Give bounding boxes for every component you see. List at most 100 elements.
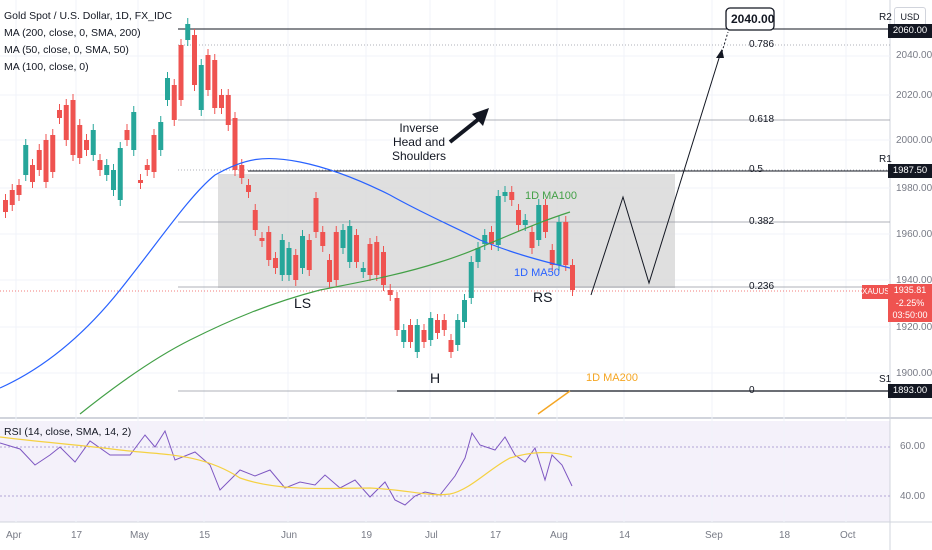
candle-body bbox=[131, 112, 137, 150]
time-tick: 17 bbox=[71, 530, 83, 541]
ma100-line[interactable] bbox=[79, 211, 571, 415]
candle-body bbox=[387, 290, 393, 295]
candle-body bbox=[455, 320, 461, 345]
candle-body bbox=[117, 148, 123, 200]
ma50-label[interactable]: 1D MA50 bbox=[514, 267, 560, 279]
candle-body bbox=[340, 230, 346, 248]
candle-body bbox=[549, 250, 555, 265]
price-tick: 1920.00 bbox=[896, 322, 932, 333]
candle-body bbox=[185, 24, 191, 40]
time-tick: 19 bbox=[361, 530, 373, 541]
candle-body bbox=[408, 325, 413, 342]
price-tick: 2000.00 bbox=[896, 135, 932, 146]
ma100-legend[interactable]: MA (100, close, 0) bbox=[4, 61, 89, 73]
candle-body bbox=[570, 265, 575, 290]
projection-path[interactable] bbox=[590, 54, 721, 296]
candles bbox=[3, 18, 575, 358]
candle-body bbox=[57, 110, 62, 118]
candle-body bbox=[360, 268, 366, 272]
candle-body bbox=[165, 78, 170, 100]
candle-body bbox=[320, 232, 326, 246]
candle-body bbox=[151, 135, 157, 172]
candle-body bbox=[489, 232, 494, 244]
candle-body bbox=[198, 65, 204, 110]
r2-label: R2 bbox=[879, 12, 892, 23]
candle-body bbox=[556, 222, 562, 265]
ma50-legend[interactable]: MA (50, close, 0, SMA, 50) bbox=[4, 44, 129, 56]
candle-body bbox=[273, 258, 278, 268]
ma100-label[interactable]: 1D MA100 bbox=[525, 190, 577, 202]
candle-body bbox=[246, 185, 251, 192]
fib-05-label: 0.5 bbox=[749, 164, 763, 175]
candle-body bbox=[421, 330, 427, 342]
time-tick: Apr bbox=[6, 530, 22, 541]
candle-body bbox=[3, 200, 8, 212]
candle-body bbox=[36, 150, 42, 170]
candle-body bbox=[239, 165, 245, 178]
rsi-ma-line[interactable] bbox=[0, 436, 573, 496]
candle-body bbox=[171, 85, 177, 120]
candle-body bbox=[259, 238, 265, 241]
rsi-legend[interactable]: RSI (14, close, SMA, 14, 2) bbox=[4, 426, 132, 438]
candle-body bbox=[428, 318, 434, 340]
right-shoulder-label[interactable]: RS bbox=[533, 289, 553, 305]
candle-body bbox=[448, 340, 454, 352]
candle-body bbox=[77, 125, 83, 158]
candle-body bbox=[266, 232, 272, 260]
ma200-legend[interactable]: MA (200, close, 0, SMA, 200) bbox=[4, 27, 141, 39]
candle-body bbox=[252, 210, 258, 230]
candle-body bbox=[495, 196, 501, 245]
candle-body bbox=[414, 325, 420, 352]
time-tick: Oct bbox=[840, 530, 856, 541]
candle-body bbox=[205, 55, 211, 90]
candle-body bbox=[327, 260, 332, 282]
r2-price-pill: 2060.00 bbox=[888, 24, 932, 38]
fib-0236-label: 0.236 bbox=[749, 281, 775, 292]
pattern-label[interactable]: Inverse Head and Shoulders bbox=[391, 121, 447, 163]
ma50-line[interactable] bbox=[0, 157, 571, 389]
candle-body bbox=[124, 130, 130, 140]
candle-body bbox=[192, 35, 197, 85]
target-price-label[interactable]: 2040.00 bbox=[731, 12, 775, 26]
fib-0618-label: 0.618 bbox=[749, 114, 775, 125]
candle-body bbox=[374, 242, 380, 275]
candle-body bbox=[219, 95, 224, 108]
symbol-title[interactable]: Gold Spot / U.S. Dollar, 1D, FX_IDC bbox=[4, 10, 173, 22]
last-change: -2.25% bbox=[895, 297, 925, 308]
ma200-label[interactable]: 1D MA200 bbox=[586, 372, 638, 384]
candle-body bbox=[293, 255, 299, 280]
candle-body bbox=[23, 145, 29, 175]
candle-body bbox=[516, 210, 521, 225]
r1-price-pill: 1987.50 bbox=[888, 164, 932, 178]
target-callout[interactable] bbox=[725, 7, 775, 31]
time-tick: 14 bbox=[619, 530, 631, 541]
price-tick: 1900.00 bbox=[896, 368, 932, 379]
candle-body bbox=[97, 160, 103, 170]
candle-body bbox=[475, 248, 481, 262]
pattern-arrow[interactable] bbox=[448, 116, 482, 144]
ma200-line[interactable] bbox=[537, 390, 571, 415]
s1-label: S1 bbox=[879, 374, 892, 385]
price-tick: 2020.00 bbox=[896, 90, 932, 101]
candle-body bbox=[354, 235, 359, 262]
time-tick: 15 bbox=[199, 530, 211, 541]
s1-price-pill: 1893.00 bbox=[888, 384, 932, 398]
left-shoulder-label[interactable]: LS bbox=[294, 295, 312, 311]
candle-body bbox=[111, 170, 116, 190]
candle-body bbox=[232, 118, 238, 170]
candle-body bbox=[482, 235, 488, 244]
candle-body bbox=[468, 262, 474, 298]
candle-body bbox=[9, 190, 15, 205]
candle-body bbox=[509, 192, 515, 200]
target-connector bbox=[721, 31, 729, 53]
price-tick: 1980.00 bbox=[896, 183, 932, 194]
candle-body bbox=[381, 252, 386, 285]
candle-body bbox=[543, 205, 548, 232]
rsi-band bbox=[0, 421, 890, 522]
head-label[interactable]: H bbox=[430, 370, 441, 386]
candle-body bbox=[225, 95, 231, 125]
candle-body bbox=[300, 236, 305, 268]
rsi-line[interactable] bbox=[0, 429, 573, 506]
candle-body bbox=[367, 244, 373, 275]
